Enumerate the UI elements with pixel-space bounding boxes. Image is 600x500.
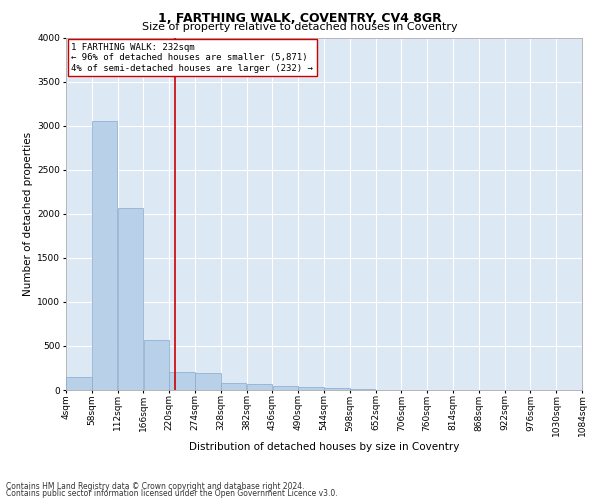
Text: 1 FARTHING WALK: 232sqm
← 96% of detached houses are smaller (5,871)
4% of semi-: 1 FARTHING WALK: 232sqm ← 96% of detache… xyxy=(71,43,313,72)
Bar xyxy=(247,384,272,390)
Text: 1, FARTHING WALK, COVENTRY, CV4 8GR: 1, FARTHING WALK, COVENTRY, CV4 8GR xyxy=(158,12,442,24)
Bar xyxy=(272,386,298,390)
Bar xyxy=(195,373,221,390)
Y-axis label: Number of detached properties: Number of detached properties xyxy=(23,132,33,296)
Bar xyxy=(221,383,247,390)
Bar xyxy=(169,372,195,390)
Text: Contains public sector information licensed under the Open Government Licence v3: Contains public sector information licen… xyxy=(6,490,338,498)
Bar xyxy=(350,389,376,390)
Bar xyxy=(298,386,324,390)
Bar xyxy=(92,121,118,390)
Bar xyxy=(143,340,169,390)
Bar xyxy=(324,388,350,390)
X-axis label: Distribution of detached houses by size in Coventry: Distribution of detached houses by size … xyxy=(189,442,459,452)
Bar xyxy=(66,377,92,390)
Text: Contains HM Land Registry data © Crown copyright and database right 2024.: Contains HM Land Registry data © Crown c… xyxy=(6,482,305,491)
Text: Size of property relative to detached houses in Coventry: Size of property relative to detached ho… xyxy=(142,22,458,32)
Bar xyxy=(118,208,143,390)
